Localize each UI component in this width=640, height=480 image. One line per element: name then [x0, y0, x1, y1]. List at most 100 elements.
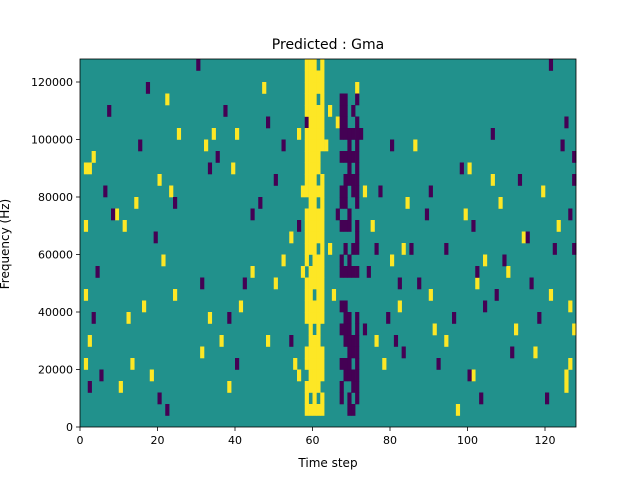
- heatmap-cell-high: [320, 105, 325, 117]
- heatmap-cell-high: [312, 404, 317, 416]
- heatmap-cell-low: [347, 266, 352, 278]
- heatmap-cell-high: [273, 277, 278, 290]
- heatmap-cell-low: [347, 254, 352, 267]
- heatmap-cell-high: [304, 289, 309, 301]
- heatmap-cell-high: [126, 312, 131, 324]
- heatmap-cell-low: [339, 300, 344, 313]
- heatmap-cell-low: [355, 197, 360, 209]
- heatmap-cell-high: [312, 70, 317, 83]
- heatmap-cell-low: [347, 404, 352, 416]
- heatmap-cell-low: [471, 220, 476, 232]
- heatmap-cell-high: [498, 197, 503, 209]
- heatmap-cell-high: [312, 139, 317, 152]
- heatmap-cell-low: [95, 266, 100, 278]
- heatmap-cell-high: [142, 300, 147, 313]
- heatmap-cell-low: [339, 392, 344, 405]
- heatmap-cell-high: [308, 266, 313, 278]
- heatmap-cell-high: [362, 185, 368, 198]
- heatmap-cell-low: [351, 105, 356, 117]
- heatmap-cell-low: [351, 185, 356, 198]
- heatmap-cell-low: [343, 105, 348, 117]
- heatmap-cell-high: [382, 358, 387, 370]
- heatmap-cell-high: [320, 358, 325, 370]
- heatmap-cell-high: [397, 300, 402, 313]
- heatmap-cell-high: [308, 70, 313, 83]
- heatmap-cell-low: [409, 243, 414, 255]
- heatmap-cell-high: [312, 105, 317, 117]
- heatmap-cell-high: [316, 323, 321, 336]
- heatmap-cell-high: [304, 82, 309, 94]
- heatmap-cell-high: [312, 335, 317, 347]
- x-tick-label: 60: [306, 434, 320, 447]
- heatmap-cell-low: [355, 266, 360, 278]
- heatmap-cell-low: [475, 266, 480, 278]
- heatmap-cell-low: [343, 243, 348, 255]
- heatmap-cell-low: [297, 220, 302, 232]
- heatmap-cell-low: [99, 369, 104, 382]
- y-tick-label: 80000: [38, 191, 73, 204]
- heatmap-cell-high: [312, 346, 317, 359]
- heatmap-cell-high: [204, 139, 209, 152]
- heatmap-cell-low: [111, 208, 116, 221]
- heatmap-cell-high: [312, 312, 317, 324]
- heatmap-cell-high: [304, 70, 309, 83]
- heatmap-cell-high: [548, 289, 554, 301]
- heatmap-cell-high: [316, 346, 321, 359]
- heatmap-cell-high: [308, 208, 313, 221]
- heatmap-cell-low: [490, 128, 495, 140]
- heatmap-cell-low: [138, 139, 143, 152]
- heatmap-cell-high: [312, 381, 317, 393]
- heatmap-cell-high: [316, 404, 321, 416]
- heatmap-cell-high: [281, 254, 286, 267]
- heatmap-cell-low: [339, 105, 344, 117]
- plot-area: [79, 58, 577, 428]
- heatmap-cells: [83, 59, 577, 416]
- heatmap-cell-high: [320, 208, 325, 221]
- x-axis-label: Time step: [297, 456, 357, 470]
- heatmap-cell-low: [355, 381, 360, 393]
- heatmap-cell-high: [316, 105, 321, 117]
- heatmap-cell-low: [564, 116, 569, 129]
- heatmap-cell-high: [266, 335, 271, 347]
- plot-frame: [79, 58, 577, 428]
- y-axis-label: Frequency (Hz): [0, 199, 12, 290]
- heatmap-cell-high: [173, 289, 178, 301]
- x-axis: 0 20 40 60 80 100 120: [77, 427, 556, 447]
- heatmap-cell-high: [262, 82, 267, 94]
- heatmap-cell-high: [308, 197, 313, 209]
- heatmap-cell-high: [320, 231, 325, 244]
- heatmap-cell-low: [339, 220, 344, 232]
- heatmap-cell-low: [351, 266, 356, 278]
- heatmap-cell-low: [339, 93, 344, 106]
- y-axis: 0 20000 40000 60000 80000 100000 120000: [31, 76, 80, 434]
- heatmap-cell-low: [355, 323, 360, 336]
- heatmap-cell-high: [308, 116, 313, 129]
- heatmap-cell-low: [351, 335, 356, 347]
- heatmap-cell-high: [169, 185, 174, 198]
- heatmap-cell-low: [347, 151, 352, 163]
- heatmap-cell-low: [258, 197, 263, 209]
- heatmap-cell-high: [308, 93, 313, 106]
- heatmap-cell-low: [173, 197, 178, 209]
- heatmap-cell-high: [308, 335, 313, 347]
- heatmap-cell-high: [157, 174, 162, 186]
- heatmap-cell-high: [320, 93, 325, 106]
- heatmap-cell-low: [355, 358, 360, 370]
- heatmap-cell-low: [355, 392, 360, 405]
- heatmap-cell-low: [390, 139, 395, 152]
- heatmap-cell-low: [517, 174, 523, 186]
- heatmap-cell-low: [347, 208, 352, 221]
- heatmap-cell-high: [316, 220, 321, 232]
- heatmap-cell-low: [343, 151, 348, 163]
- heatmap-cell-low: [347, 323, 352, 336]
- heatmap-cell-high: [316, 312, 321, 324]
- heatmap-cell-high: [390, 254, 395, 267]
- heatmap-cell-high: [564, 381, 569, 393]
- heatmap-cell-high: [118, 381, 123, 393]
- heatmap-cell-low: [273, 174, 278, 186]
- heatmap-cell-low: [386, 312, 391, 324]
- heatmap-cell-high: [316, 151, 321, 163]
- y-tick-label: 40000: [38, 306, 73, 319]
- heatmap-cell-low: [572, 174, 577, 186]
